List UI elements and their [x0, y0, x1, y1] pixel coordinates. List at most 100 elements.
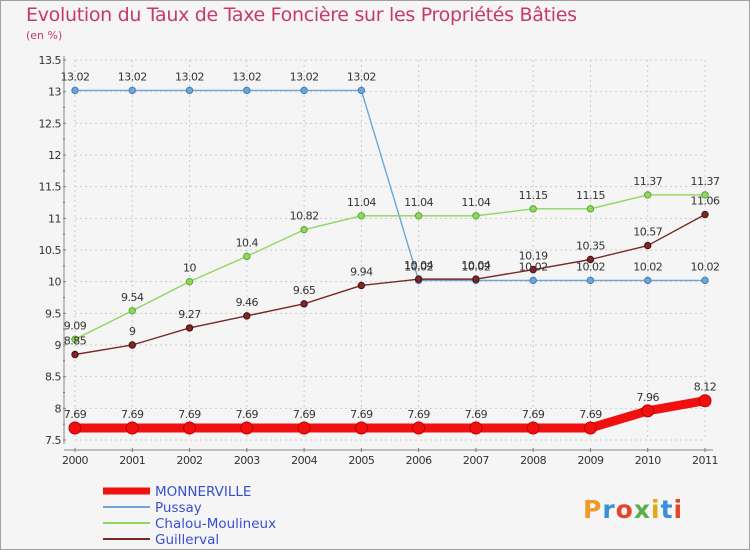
- data-point: [185, 86, 194, 95]
- logo-letter: r: [602, 495, 615, 524]
- data-label: 7.69: [293, 408, 316, 421]
- data-point: [300, 226, 308, 234]
- y-tick-label: 9.5: [45, 307, 61, 320]
- logo-letter: t: [661, 495, 674, 524]
- legend-entry-label: Chalou-Moulineux: [155, 516, 276, 532]
- data-point: [183, 421, 197, 435]
- data-label: 9: [129, 325, 136, 338]
- data-point: [698, 394, 712, 408]
- data-point: [469, 421, 483, 435]
- series-layer: [68, 86, 712, 435]
- y-tick-label: 10: [48, 276, 61, 289]
- series-line-monnerville: [70, 396, 710, 433]
- y-tick-label: 8: [55, 402, 62, 415]
- data-point: [71, 350, 79, 359]
- data-point: [128, 341, 136, 349]
- proxiti-logo: Proxiti: [583, 495, 683, 524]
- logo-letter: i: [651, 495, 661, 524]
- data-point: [128, 86, 136, 95]
- x-tick-label: 2011: [692, 454, 718, 467]
- data-point: [414, 275, 423, 283]
- data-label: 11.37: [691, 175, 720, 188]
- data-label: 11.06: [691, 195, 720, 208]
- data-point: [412, 421, 426, 435]
- data-point: [529, 276, 537, 285]
- data-label: 9.94: [350, 265, 373, 278]
- logo-text: Proxiti: [583, 495, 683, 524]
- data-label: 10.02: [519, 260, 548, 273]
- logo-letter: o: [616, 495, 634, 524]
- series-line-pussay: [74, 89, 706, 282]
- data-point: [243, 86, 251, 95]
- data-point: [354, 421, 368, 435]
- y-tick-label: 10.5: [39, 244, 62, 257]
- data-point: [701, 191, 709, 199]
- data-point: [644, 276, 652, 285]
- data-label: 8.85: [64, 335, 87, 348]
- data-point: [240, 421, 254, 435]
- data-label: 10.02: [461, 260, 490, 273]
- data-point: [586, 276, 595, 285]
- data-point: [357, 86, 366, 95]
- y-tick-label: 9: [55, 339, 62, 352]
- data-label: 11.04: [461, 196, 490, 209]
- y-tick-label: 11: [48, 212, 61, 225]
- data-label: 7.96: [636, 391, 659, 404]
- data-point: [71, 86, 79, 95]
- data-labels: 7.69 7.69 7.69 7.69 7.69 7.69 7.69 7.69 7.69 7.69…: [61, 70, 721, 421]
- x-tick-label: 2004: [291, 454, 317, 467]
- data-label: 7.69: [121, 408, 144, 421]
- data-point: [300, 300, 308, 308]
- data-point: [68, 421, 82, 435]
- data-point: [586, 255, 595, 264]
- series-line-guillerval: [74, 213, 706, 356]
- data-point: [128, 307, 136, 315]
- data-label: 11.15: [519, 189, 548, 202]
- data-label: 7.69: [178, 408, 201, 421]
- data-point: [125, 421, 139, 435]
- data-label: 7.69: [522, 408, 545, 421]
- x-tick-label: 2010: [635, 454, 661, 467]
- data-label: 10.02: [691, 260, 720, 273]
- data-point: [472, 212, 480, 220]
- data-label: 10.35: [576, 240, 605, 253]
- chart-subtitle: (en %): [26, 29, 63, 42]
- data-point: [243, 312, 251, 320]
- y-tick-label: 8.5: [45, 371, 61, 384]
- data-point: [526, 421, 540, 435]
- data-label: 7.69: [465, 408, 488, 421]
- logo-letter: i: [674, 495, 684, 524]
- data-label: 11.15: [576, 189, 605, 202]
- x-tick-label: 2000: [62, 454, 88, 467]
- data-point: [185, 277, 194, 286]
- data-label: 11.04: [347, 196, 376, 209]
- y-tick-label: 13: [48, 86, 61, 99]
- logo-letter: x: [634, 495, 651, 524]
- data-point: [644, 241, 652, 250]
- data-point: [701, 210, 709, 219]
- data-label: 10.4: [236, 236, 259, 249]
- data-label: 7.69: [407, 408, 430, 421]
- x-tick-label: 2009: [577, 454, 603, 467]
- data-point: [472, 275, 480, 283]
- x-tick-label: 2001: [119, 454, 145, 467]
- x-tick-label: 2008: [520, 454, 546, 467]
- x-tick-label: 2003: [234, 454, 260, 467]
- y-tick-label: 12.5: [39, 117, 62, 130]
- data-label: 10.02: [576, 260, 605, 273]
- data-label: 10.02: [404, 260, 433, 273]
- data-label: 9.27: [178, 308, 201, 321]
- x-tick-label: 2006: [406, 454, 432, 467]
- data-point: [641, 404, 655, 418]
- data-point: [300, 86, 308, 95]
- data-point: [297, 421, 311, 435]
- data-point: [185, 324, 194, 332]
- data-label: 10.02: [633, 260, 662, 273]
- data-label: 9.54: [121, 291, 144, 304]
- data-point: [357, 212, 366, 220]
- legend-entry-label: Guillerval: [155, 532, 219, 548]
- legend-entry-label: MONNERVILLE: [155, 484, 251, 500]
- x-tick-label: 2005: [348, 454, 374, 467]
- data-label: 9.09: [64, 319, 87, 332]
